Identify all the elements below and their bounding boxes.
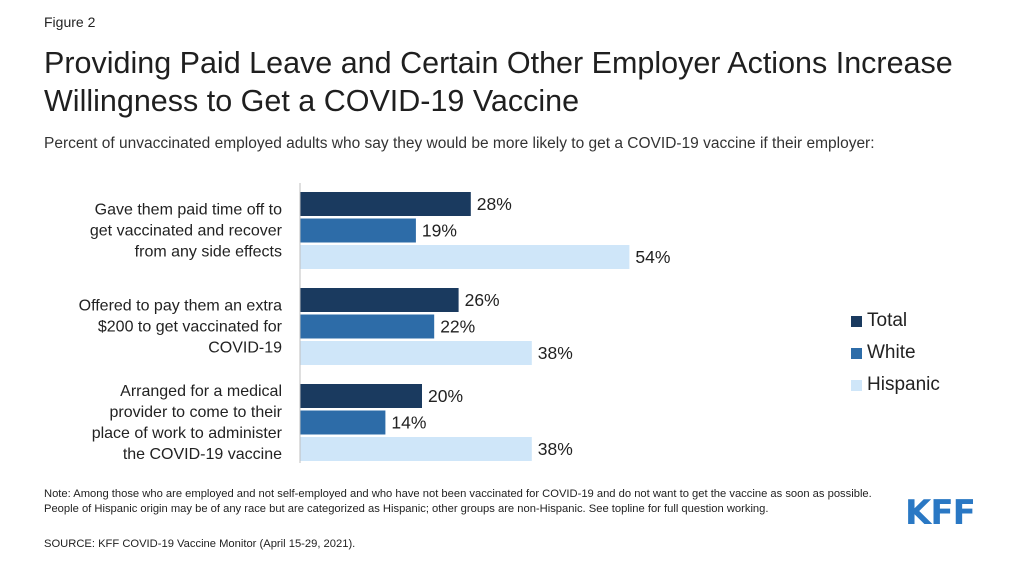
category-label: Offered to pay them an extra $200 to get … — [79, 298, 283, 357]
figure-label: Figure 2 — [44, 14, 96, 30]
bar-total — [300, 384, 422, 408]
data-label: 38% — [538, 439, 573, 459]
bar-white — [300, 410, 386, 435]
data-label: 54% — [635, 247, 670, 267]
legend-label: White — [867, 342, 916, 363]
bar-chart: Gave them paid time off to get vaccinated… — [79, 183, 670, 463]
legend-label: Hispanic — [867, 374, 940, 395]
legend-swatch — [851, 315, 862, 327]
legend-item-total: Total — [851, 305, 940, 337]
legend-swatch — [851, 379, 862, 391]
bar-hispanic — [300, 437, 532, 461]
kff-logo: KFF — [905, 493, 976, 533]
legend-swatch — [851, 347, 862, 359]
bar-hispanic — [300, 341, 532, 365]
data-label: 20% — [428, 386, 463, 406]
bar-white — [300, 314, 435, 339]
chart-source: SOURCE: KFF COVID-19 Vaccine Monitor (Ap… — [44, 538, 356, 550]
chart-note: Note: Among those who are employed and n… — [44, 488, 872, 515]
data-label: 26% — [465, 290, 500, 310]
data-label: 22% — [440, 317, 475, 337]
bar-hispanic — [300, 245, 630, 269]
data-label: 19% — [422, 221, 457, 241]
bar-white — [300, 218, 416, 243]
data-label: 14% — [391, 413, 426, 433]
category-label: Gave them paid time off to get vaccinated… — [90, 202, 283, 261]
legend: Total White Hispanic — [851, 305, 940, 401]
bar-total — [300, 192, 471, 216]
legend-item-hispanic: Hispanic — [851, 369, 940, 401]
bar-total — [300, 288, 459, 312]
category-label: Arranged for a medical provider to come t… — [92, 383, 283, 463]
data-label: 28% — [477, 194, 512, 214]
legend-label: Total — [867, 310, 908, 331]
chart-subtitle: Percent of unvaccinated employed adults … — [44, 135, 875, 152]
legend-item-white: White — [851, 337, 940, 369]
data-label: 38% — [538, 343, 573, 363]
chart-title: Providing Paid Leave and Certain Other E… — [44, 46, 953, 118]
bars-layer: Gave them paid time off to get vaccinated… — [79, 192, 670, 463]
